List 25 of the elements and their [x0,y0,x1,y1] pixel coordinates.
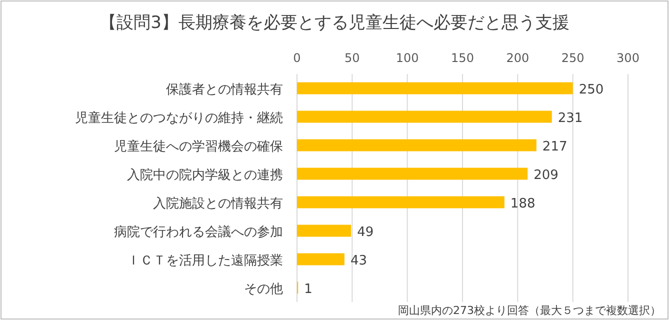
annotation: 岡山県内の273校より回答（最大５つまで複数選択） [398,304,661,317]
category: 入院中の院内学級との連携 [127,168,283,183]
tick-label: 50 [344,51,360,65]
tick-label: 250 [561,51,584,65]
category: 保護者との情報共有 [166,82,283,98]
data-label: 250 [578,82,604,98]
tick-label: 300 [616,51,640,65]
category: 病院で行われる会議への参加 [114,224,283,240]
tick-label: 200 [506,51,530,65]
data-label: 217 [542,139,568,154]
data-label: 188 [510,196,536,212]
tick-label: 100 [396,51,419,65]
category: 児童生徒への学習機会の確保 [114,139,283,154]
data-label: 231 [558,110,583,126]
category: ＩＣＴを活用した遠隔授業 [127,253,283,268]
title: 【設問3】長期療養を必要とする児童生徒へ必要だと思う支援 [100,13,570,33]
data-label: 43 [350,253,367,268]
data-label: 49 [357,224,374,240]
data-label: 1 [304,282,312,297]
category: 入院施設との情報共有 [153,196,283,212]
category: 児童生徒とのつながりの維持・継続 [75,110,283,126]
category: その他 [244,282,283,297]
tick-label: 0 [293,51,301,65]
tick-label: 150 [451,51,474,65]
data-label: 209 [534,168,558,183]
